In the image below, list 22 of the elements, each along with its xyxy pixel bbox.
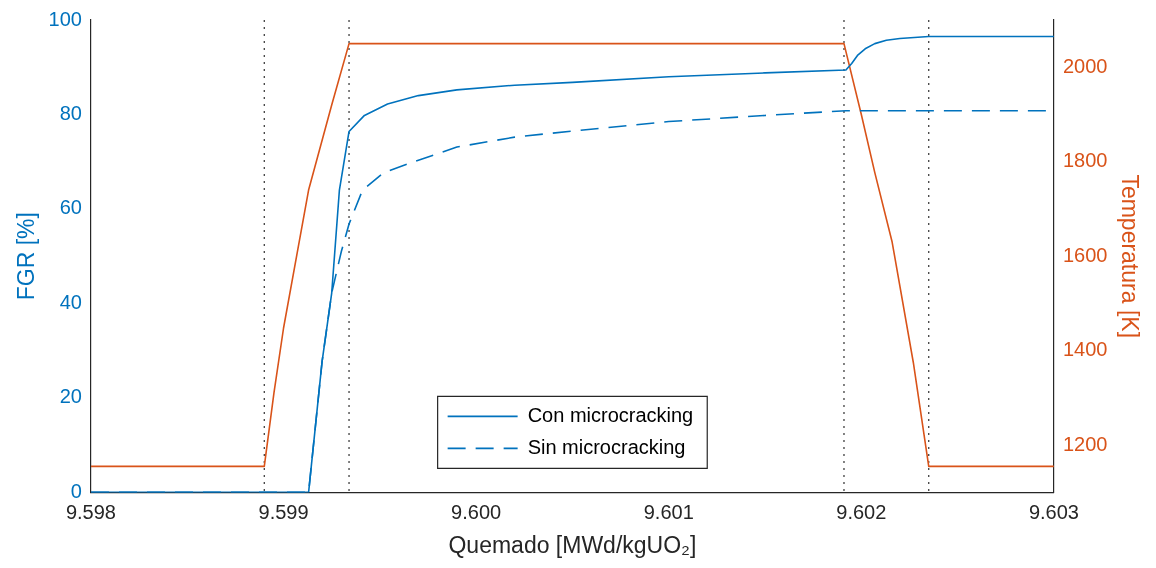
y-tick-label: 60 <box>59 196 82 219</box>
y2-tick-label: 1600 <box>1062 243 1108 266</box>
y-tick-label: 0 <box>70 479 82 502</box>
y-axis-title: FGR [%] <box>13 212 40 301</box>
y-tick-label: 20 <box>59 385 82 408</box>
legend-label: Sin microcracking <box>527 435 686 458</box>
y-tick-label: 40 <box>59 290 82 313</box>
y2-tick-label: 1200 <box>1062 432 1108 455</box>
x-axis-title: Quemado [MWd/kgUO₂] <box>448 531 697 558</box>
y-tick-label: 80 <box>59 102 82 124</box>
y2-tick-label: 1800 <box>1062 149 1108 172</box>
x-tick-label: 9.598 <box>65 500 116 523</box>
y-tick-label: 100 <box>48 7 82 30</box>
legend-label: Con microcracking <box>527 403 694 426</box>
y2-tick-label: 1400 <box>1062 338 1108 361</box>
x-tick-label: 9.599 <box>258 500 309 523</box>
x-tick-label: 9.600 <box>451 500 502 523</box>
x-tick-label: 9.603 <box>1028 500 1079 523</box>
x-tick-label: 9.601 <box>643 500 694 523</box>
y2-tick-label: 2000 <box>1062 54 1108 77</box>
y2-axis-title: Temperatura [K] <box>1116 174 1143 339</box>
x-tick-label: 9.602 <box>836 500 887 523</box>
